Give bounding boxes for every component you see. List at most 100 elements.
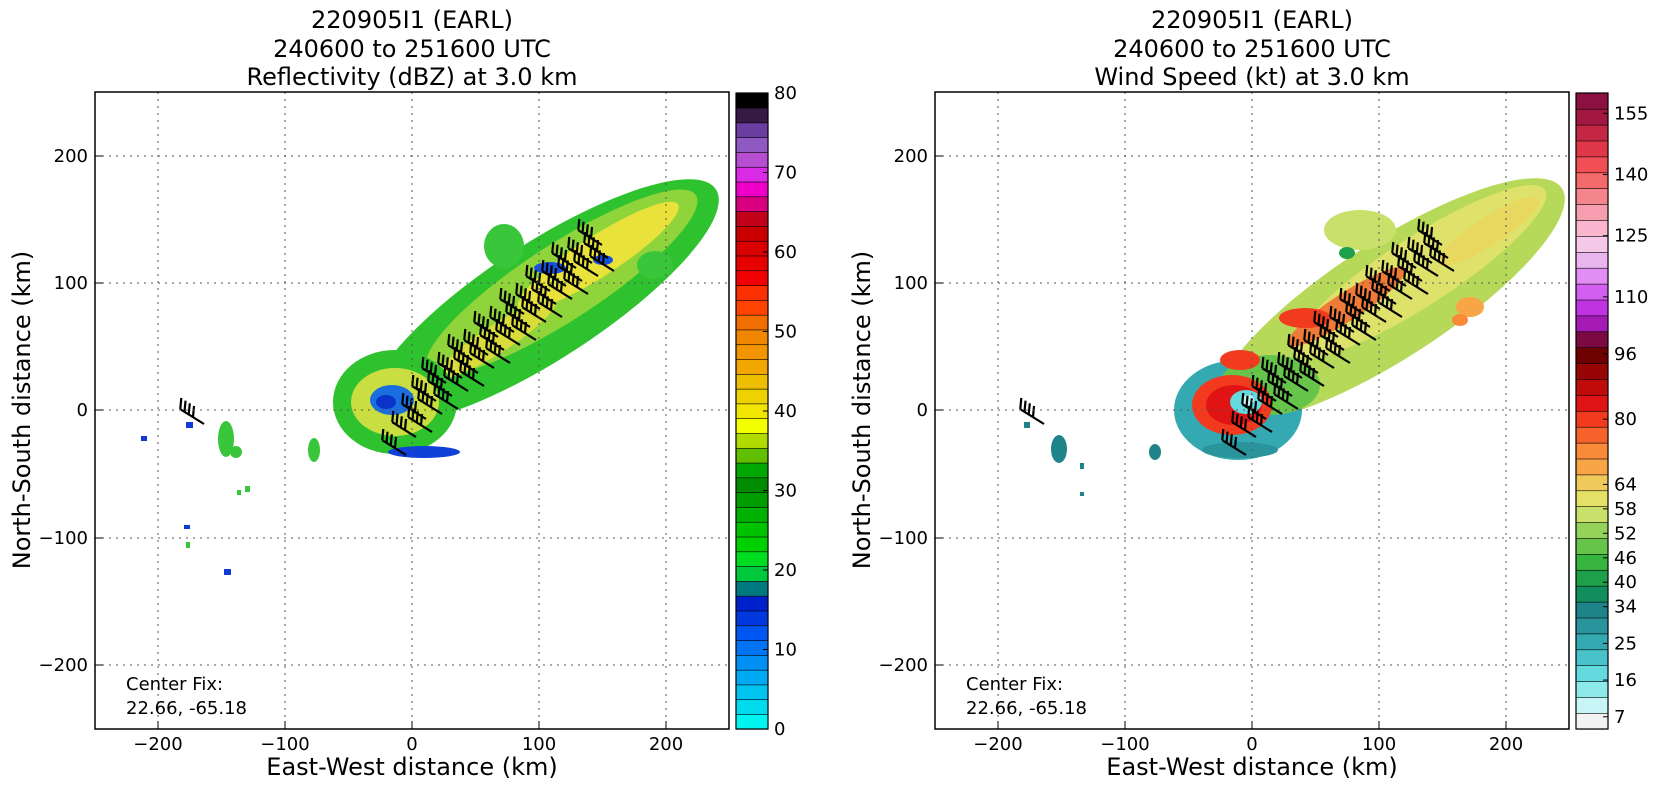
wind-speed-colorbar-bin	[1575, 521, 1609, 539]
reflectivity-colorbar-bin	[735, 565, 769, 582]
reflectivity-x-tick-label: 100	[522, 734, 556, 755]
reflectivity-colorbar-bin	[735, 699, 769, 715]
reflectivity-colorbar-bin	[735, 684, 769, 701]
wind-speed-colorbar-bin	[1575, 140, 1609, 158]
reflectivity-colorbar-bin	[735, 255, 769, 272]
reflectivity-colorbar-tick-label: 0	[774, 719, 785, 740]
wind-speed-colorbar-bin	[1575, 585, 1609, 603]
reflectivity-wind-barb	[443, 364, 469, 392]
reflectivity-colorbar-bin	[735, 492, 769, 508]
wind-speed-colorbar-tick-label: 125	[1614, 226, 1648, 247]
wind-speed-colorbar-bin	[1575, 537, 1609, 555]
reflectivity-wind-barb	[485, 336, 511, 364]
wind-speed-title-line-3: Wind Speed (kt) at 3.0 km	[1094, 63, 1409, 91]
wind-speed-x-tick-label: 200	[1489, 734, 1523, 755]
reflectivity-colorbar-bin	[735, 240, 769, 257]
reflectivity-y-tick-label: 100	[54, 273, 88, 294]
wind-speed-colorbar-bin	[1575, 696, 1609, 714]
wind-speed-y-tick-label: 200	[894, 146, 928, 167]
reflectivity-x-tick-label: 0	[406, 734, 417, 755]
wind-speed-wind-barb	[1413, 249, 1439, 277]
reflectivity-center-fix-label: Center Fix:	[126, 674, 223, 695]
wind-speed-colorbar-tick-label: 7	[1614, 707, 1625, 728]
reflectivity-colorbar-bin	[735, 639, 769, 656]
wind-speed-colorbar-bin	[1575, 553, 1609, 571]
reflectivity-y-tick-label: −200	[39, 655, 88, 676]
wind-speed-wind-barb	[1429, 244, 1455, 272]
wind-speed-colorbar-bin	[1575, 124, 1609, 142]
reflectivity-title-line-3: Reflectivity (dBZ) at 3.0 km	[247, 63, 578, 91]
wind-speed-wind-barb	[1283, 364, 1309, 392]
reflectivity-y-tick-label: −100	[39, 528, 88, 549]
wind-speed-colorbar-bin	[1575, 331, 1609, 349]
wind-speed-colorbar-tick-label: 52	[1614, 523, 1637, 544]
wind-speed-colorbar-bin	[1575, 299, 1609, 317]
wind-speed-x-tick-label: 100	[1362, 734, 1396, 755]
reflectivity-x-ticks	[95, 155, 667, 729]
reflectivity-colorbar-tick-label: 70	[774, 163, 797, 184]
reflectivity-colorbar-bin	[735, 432, 769, 449]
wind-speed-wind-barb	[1221, 428, 1247, 456]
reflectivity-colorbar-bin	[735, 551, 769, 567]
reflectivity-panel: 220905I1 (EARL) 240600 to 251600 UTC Ref…	[8, 6, 797, 781]
wind-speed-colorbar-bin	[1575, 649, 1609, 667]
wind-speed-colorbar-bin	[1575, 347, 1609, 364]
reflectivity-colorbar-bin	[735, 654, 769, 671]
reflectivity-wind-barb	[537, 290, 563, 318]
reflectivity-colorbar-bin	[735, 196, 769, 212]
wind-speed-panel: 220905I1 (EARL) 240600 to 251600 UTC Win…	[848, 6, 1648, 781]
wind-speed-center-fix-label: Center Fix:	[966, 674, 1063, 695]
reflectivity-colorbar-tick-label: 30	[774, 481, 797, 502]
reflectivity-colorbar-bin	[735, 122, 769, 138]
wind-speed-colorbar-bin	[1575, 378, 1609, 396]
reflectivity-wind-barbs	[179, 218, 615, 456]
reflectivity-colorbar	[735, 92, 769, 730]
wind-speed-wind-barb	[1309, 341, 1335, 369]
reflectivity-colorbar-bin	[735, 284, 769, 301]
wind-speed-colorbar-tick-label: 155	[1614, 103, 1648, 124]
reflectivity-wind-barb	[407, 405, 433, 433]
wind-speed-colorbar-bin	[1575, 617, 1609, 635]
wind-speed-wind-barb	[1387, 272, 1413, 300]
reflectivity-colorbar-bin	[735, 595, 769, 612]
wind-speed-colorbar-bin	[1575, 665, 1609, 682]
wind-speed-colorbar-bin	[1575, 315, 1609, 333]
wind-speed-title-line-1: 220905I1 (EARL)	[1151, 6, 1353, 34]
reflectivity-colorbar-bin	[735, 447, 769, 464]
reflectivity-colorbar-labels: 0 10 20 30 40 50 60 70 80	[774, 83, 797, 740]
reflectivity-colorbar-bin	[735, 270, 769, 286]
reflectivity-wind-barb	[521, 295, 547, 323]
reflectivity-wind-barb	[417, 387, 443, 415]
wind-speed-colorbar-bin	[1575, 426, 1609, 444]
reflectivity-colorbar-bin	[735, 107, 769, 124]
wind-speed-colorbar-bin	[1575, 474, 1609, 492]
wind-speed-colorbar-tick-label: 64	[1614, 474, 1637, 495]
wind-speed-colorbar-bin	[1575, 569, 1609, 587]
reflectivity-colorbar-tick-label: 60	[774, 242, 797, 263]
wind-speed-wind-barb	[1403, 267, 1429, 295]
reflectivity-colorbar-bin	[735, 137, 769, 153]
wind-speed-colorbar-tick-label: 25	[1614, 633, 1637, 654]
wind-speed-wind-barb	[1273, 382, 1299, 410]
reflectivity-wind-barb	[433, 382, 459, 410]
wind-speed-colorbar-tick-label: 34	[1614, 597, 1637, 618]
reflectivity-colorbar-tick-label: 40	[774, 401, 797, 422]
reflectivity-wind-barb	[573, 249, 599, 277]
reflectivity-colorbar-bin	[735, 669, 769, 686]
wind-speed-x-tick-label: −100	[1100, 734, 1149, 755]
reflectivity-wind-barb	[459, 359, 485, 387]
wind-speed-colorbar-bin	[1575, 633, 1609, 651]
wind-speed-gridlines	[935, 92, 1569, 729]
reflectivity-colorbar-bin	[735, 92, 769, 109]
wind-speed-colorbar-labels: 7 16 25 34 40 46 52 58 64 80 96 110 125 140 155	[1614, 103, 1648, 727]
wind-speed-colorbar-bin	[1575, 362, 1609, 380]
reflectivity-colorbar-tick-label: 80	[774, 83, 797, 104]
wind-speed-y-axis-label: North-South distance (km)	[848, 251, 876, 570]
wind-speed-colorbar-tick-label: 96	[1614, 344, 1637, 365]
reflectivity-colorbar-bin	[735, 151, 769, 168]
reflectivity-colorbar-bin	[735, 358, 769, 375]
reflectivity-colorbar-bin	[735, 314, 769, 331]
reflectivity-colorbar-bin	[735, 418, 769, 434]
wind-speed-colorbar-bin	[1575, 267, 1609, 285]
reflectivity-colorbar-bin	[735, 536, 769, 553]
